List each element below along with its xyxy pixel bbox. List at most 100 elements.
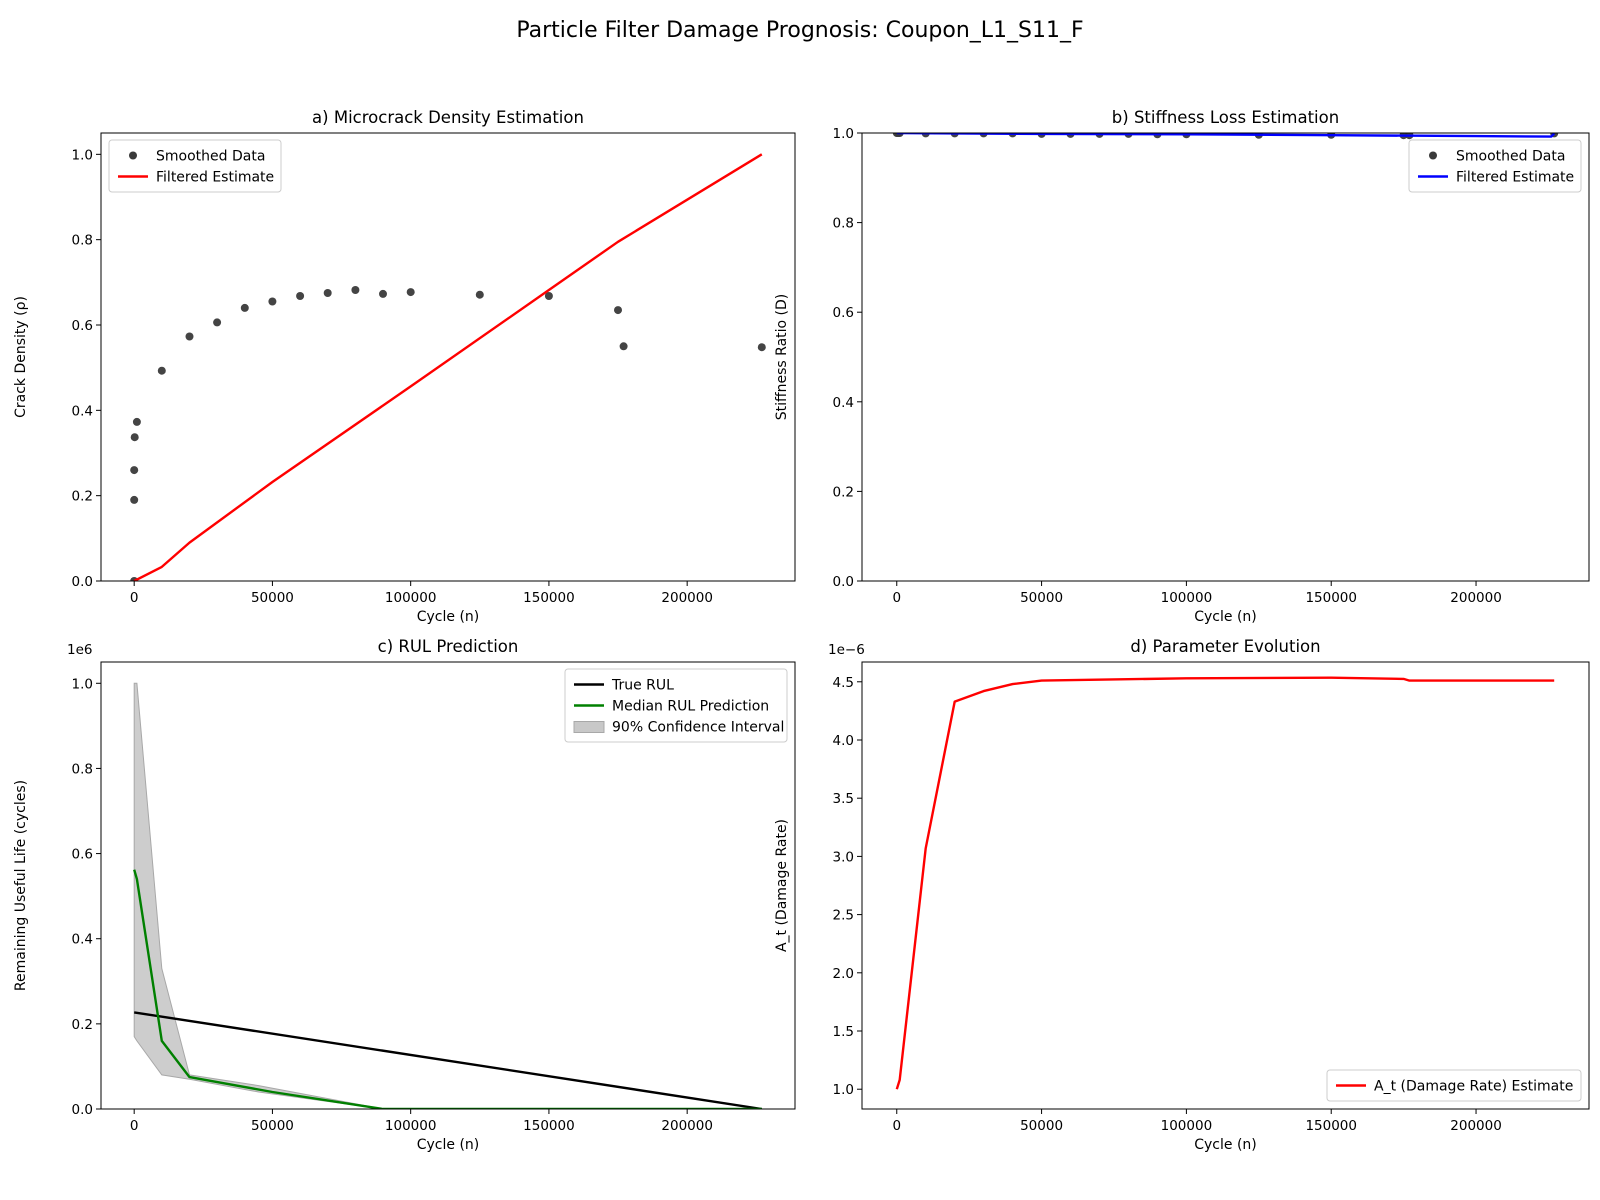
- y-tick-label: 4.0: [833, 733, 854, 749]
- y-axis-label: Stiffness Ratio (D): [774, 294, 790, 421]
- series-line-1: [133, 153, 763, 581]
- legend-marker: [1429, 151, 1437, 160]
- data-point: [268, 297, 277, 306]
- y-axis-label: Remaining Useful Life (cycles): [13, 780, 29, 991]
- y-tick-label: 0.2: [72, 489, 93, 505]
- plot-area-b: [892, 133, 1559, 140]
- data-point: [544, 292, 553, 300]
- series-line-0: [895, 676, 1555, 1090]
- data-point: [323, 289, 332, 297]
- series-line-0: [134, 1011, 762, 1109]
- legend: True RUL Median RUL Prediction 90% Confide…: [564, 668, 788, 743]
- figure-title: Particle Filter Damage Prognosis: Coupon…: [516, 18, 1084, 43]
- legend: A_t (Damage Rate) Estimate: [1326, 1069, 1582, 1102]
- x-tick-label: 150000: [1305, 590, 1357, 606]
- data-point: [475, 290, 484, 299]
- y-tick-label: 0.6: [833, 305, 854, 321]
- chart-panel-a: 0 50000 100000 150000 200000 0.0 0.2 0.4 0.6 0.8 1…: [13, 108, 796, 625]
- x-tick-label: 100000: [385, 1118, 437, 1134]
- legend-label: True RUL: [611, 678, 674, 694]
- chart-title: b) Stiffness Loss Estimation: [1112, 108, 1339, 127]
- y-tick-label: 1.0: [72, 147, 93, 163]
- y-tick-label: 0.0: [72, 574, 93, 590]
- y-tick-label: 0.0: [72, 1102, 93, 1118]
- y-tick-label: 0.8: [72, 761, 93, 777]
- y-tick-label: 0.0: [833, 574, 854, 590]
- plot-area-c: [133, 682, 762, 1109]
- legend-box: [108, 139, 282, 193]
- series-line-1: [896, 133, 1556, 138]
- x-tick-label: 50000: [1020, 590, 1063, 606]
- x-axis-label: Cycle (n): [1194, 609, 1257, 625]
- legend-label: Smoothed Data: [1456, 149, 1565, 165]
- axis-offset-label: 1e6: [67, 642, 92, 658]
- axis-offset-label: 1e−6: [828, 642, 865, 658]
- x-tick-label: 0: [892, 590, 901, 606]
- legend-box: [1408, 139, 1582, 193]
- y-tick-label: 0.8: [833, 216, 854, 232]
- x-tick-label: 0: [130, 1118, 139, 1134]
- axes-frame: [100, 132, 796, 582]
- legend-label: Median RUL Prediction: [612, 699, 769, 715]
- legend-label: Filtered Estimate: [156, 170, 274, 186]
- data-point: [296, 292, 305, 300]
- x-tick-label: 200000: [1450, 590, 1502, 606]
- x-tick-label: 50000: [251, 590, 294, 606]
- data-point: [240, 303, 249, 312]
- x-tick-label: 150000: [1305, 1118, 1357, 1134]
- y-tick-label: 0.4: [833, 395, 854, 411]
- x-tick-label: 200000: [661, 1118, 713, 1134]
- x-axis-label: Cycle (n): [417, 609, 480, 625]
- data-point: [130, 495, 139, 504]
- y-tick-label: 0.2: [72, 1017, 93, 1033]
- axes-frame: [861, 661, 1590, 1110]
- y-tick-label: 0.8: [72, 233, 93, 249]
- legend-label: Filtered Estimate: [1456, 170, 1574, 186]
- x-tick-label: 0: [130, 590, 139, 606]
- x-tick-label: 100000: [1161, 1118, 1213, 1134]
- x-axis-label: Cycle (n): [1194, 1137, 1257, 1153]
- plot-area-d: [895, 676, 1555, 1090]
- chart-panel-d: 0 50000 100000 150000 200000 1.0 1.5 2.0 2.5 3.0 3…: [774, 637, 1590, 1153]
- data-point: [406, 288, 415, 297]
- y-axis-label: A_t (Damage Rate): [774, 819, 790, 952]
- legend: Smoothed Data Filtered Estimate: [1408, 139, 1582, 193]
- legend-label: Smoothed Data: [156, 149, 265, 165]
- y-tick-label: 0.4: [72, 403, 93, 419]
- data-point: [619, 342, 628, 351]
- data-point: [132, 417, 141, 426]
- y-tick-label: 3.0: [833, 849, 854, 865]
- x-tick-label: 150000: [523, 590, 575, 606]
- x-tick-label: 200000: [661, 590, 713, 606]
- y-tick-label: 0.6: [72, 318, 93, 334]
- legend-swatch: [573, 721, 605, 733]
- y-tick-label: 1.0: [833, 1082, 854, 1098]
- y-tick-label: 1.0: [833, 126, 854, 142]
- x-tick-label: 0: [892, 1118, 901, 1134]
- x-tick-label: 50000: [1020, 1118, 1063, 1134]
- data-point: [157, 366, 166, 375]
- y-tick-label: 0.4: [72, 932, 93, 948]
- y-tick-label: 1.5: [833, 1024, 854, 1040]
- legend-box: [1326, 1069, 1582, 1102]
- legend: Smoothed Data Filtered Estimate: [108, 139, 282, 193]
- y-tick-label: 2.0: [833, 966, 854, 982]
- y-tick-label: 2.5: [833, 908, 854, 924]
- data-point: [185, 332, 194, 341]
- x-tick-label: 100000: [385, 590, 437, 606]
- y-tick-label: 0.6: [72, 847, 93, 863]
- x-axis-label: Cycle (n): [417, 1137, 480, 1153]
- data-point: [130, 433, 139, 442]
- x-tick-label: 100000: [1161, 590, 1213, 606]
- data-point: [614, 306, 622, 315]
- chart-panel-b: 0 50000 100000 150000 200000 0.0 0.2 0.4 0.6 0.8 1…: [774, 108, 1590, 625]
- chart-title: d) Parameter Evolution: [1130, 637, 1320, 656]
- chart-title: c) RUL Prediction: [378, 637, 519, 656]
- data-point: [213, 318, 222, 327]
- series-line-1: [133, 869, 762, 1109]
- data-point: [351, 286, 360, 294]
- chart-panel-c: 0 50000 100000 150000 200000 0.0 0.2 0.4 0.6 0.8 1…: [13, 637, 796, 1153]
- legend-box: [564, 668, 788, 743]
